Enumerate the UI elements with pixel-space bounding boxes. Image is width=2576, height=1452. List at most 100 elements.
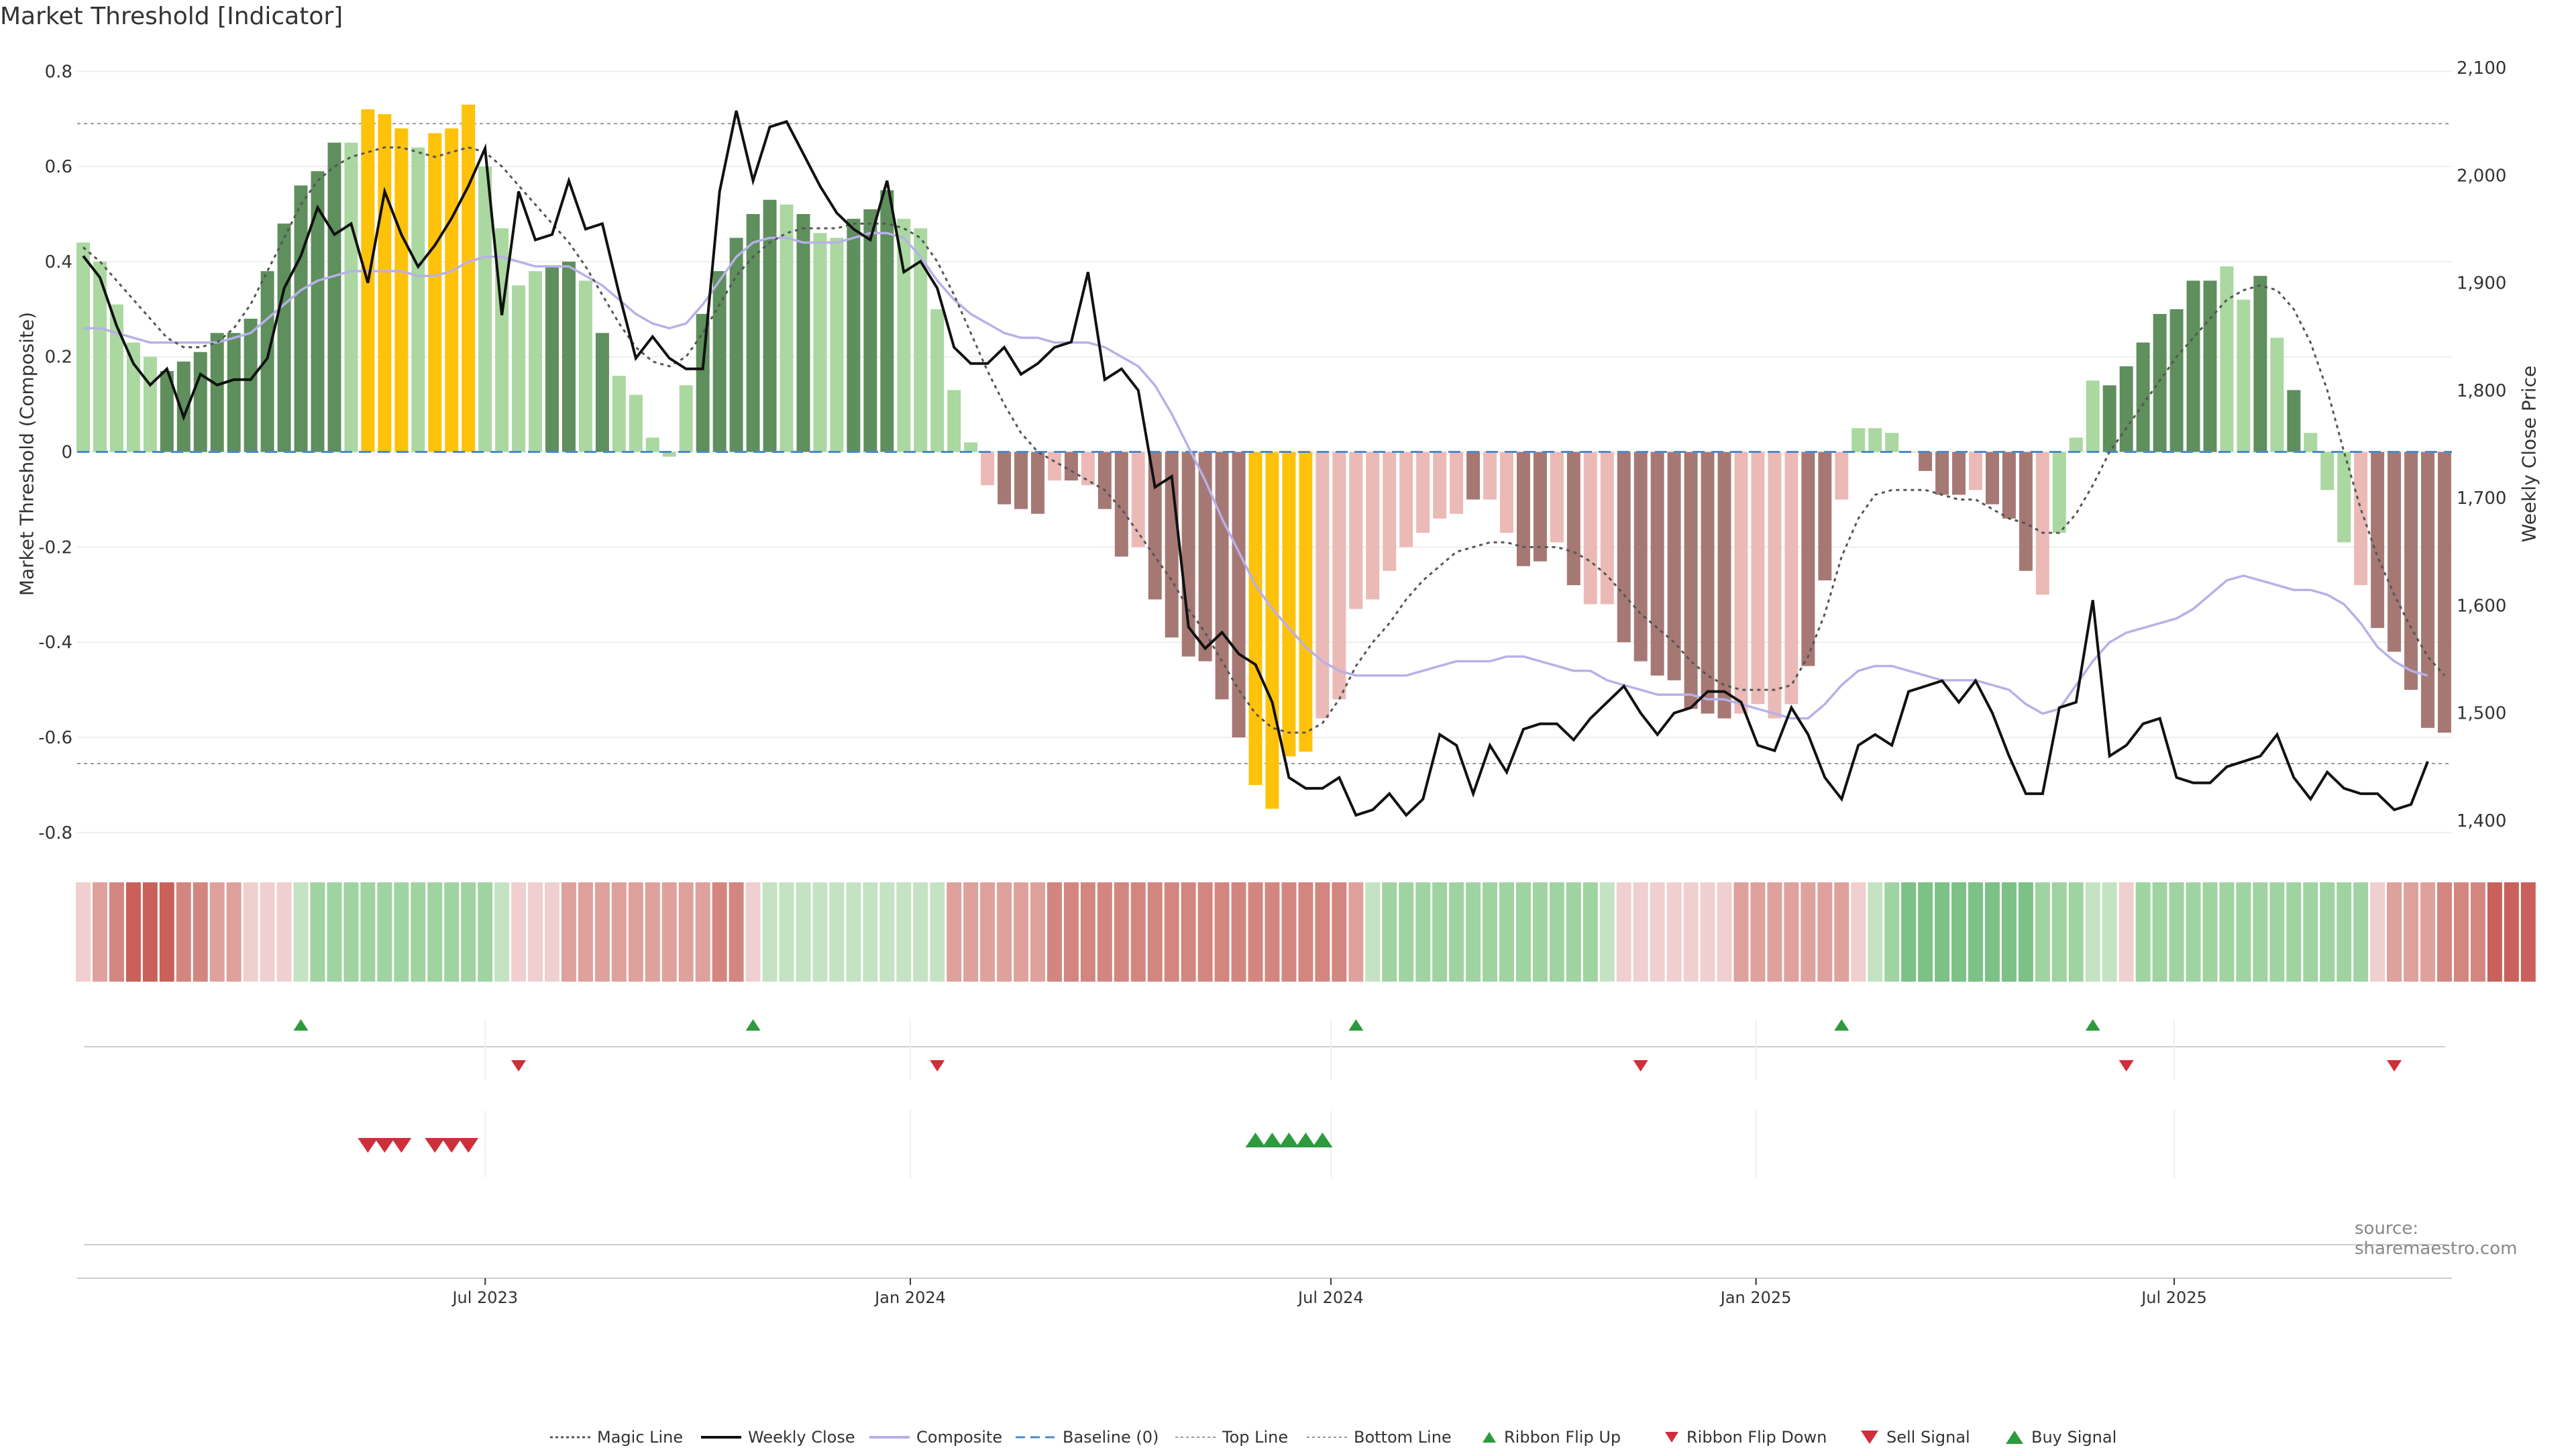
composite-bar xyxy=(512,285,526,452)
composite-bar xyxy=(1064,452,1078,481)
composite-bar xyxy=(1768,452,1782,719)
ribbon-cell xyxy=(2118,882,2134,982)
ribbon-cell xyxy=(1834,882,1849,982)
composite-bar xyxy=(428,133,442,452)
composite-bar xyxy=(863,209,877,452)
composite-bar xyxy=(2404,452,2418,690)
composite-bar xyxy=(578,280,592,452)
magic-line xyxy=(83,146,2446,734)
legend-item: Composite xyxy=(869,1428,1002,1447)
composite-bar xyxy=(1383,452,1397,571)
ribbon-cell xyxy=(276,882,292,982)
ribbon-cell xyxy=(310,882,325,982)
ribbon-cell xyxy=(1030,882,1045,982)
composite-bar xyxy=(1416,452,1430,533)
ribbon-cell xyxy=(980,882,996,982)
composite-bar xyxy=(1131,452,1145,548)
ribbon-cell xyxy=(2420,882,2436,982)
composite-line xyxy=(83,231,2428,720)
legend-item: Weekly Close xyxy=(701,1428,855,1447)
ribbon-cell xyxy=(193,882,208,982)
composite-bar xyxy=(2052,452,2066,533)
composite-bar xyxy=(1516,452,1530,566)
ribbon-cell xyxy=(377,882,392,982)
composite-bar xyxy=(445,128,459,452)
ribbon-cell xyxy=(1014,882,1028,982)
ribbon-flip-down-marker xyxy=(2387,1060,2402,1072)
composite-bar xyxy=(344,142,358,452)
ribbon-cell xyxy=(1784,882,1799,982)
ribbon-cell xyxy=(1733,882,1749,982)
y-tick-label: -0.2 xyxy=(38,537,72,558)
ribbon-cell xyxy=(2202,882,2218,982)
legend-label: Ribbon Flip Down xyxy=(1686,1428,1827,1447)
y-tick-label: 0 xyxy=(61,443,72,463)
composite-bar xyxy=(176,361,191,452)
composite-bar xyxy=(2320,452,2334,490)
composite-bar xyxy=(1148,452,1162,600)
composite-bar xyxy=(1952,452,1966,495)
composite-bar xyxy=(830,238,844,452)
ribbon-cell xyxy=(1817,882,1833,982)
ribbon-cell xyxy=(1415,882,1431,982)
ribbon-cell xyxy=(109,882,124,982)
ribbon-cell xyxy=(695,882,710,982)
composite-bar xyxy=(1633,452,1648,662)
composite-bar xyxy=(679,385,693,452)
composite-bar xyxy=(796,214,810,452)
ribbon-cell xyxy=(1901,882,1917,982)
composite-bar xyxy=(1935,452,1949,495)
ribbon-cell xyxy=(2269,882,2285,982)
ribbon-cell xyxy=(1130,882,1146,982)
composite-bar xyxy=(227,333,241,452)
ribbon-cell xyxy=(394,882,409,982)
composite-bar xyxy=(2237,299,2251,452)
composite-bar xyxy=(2287,390,2301,452)
ribbon-cell xyxy=(1432,882,1448,982)
legend-item: Magic Line xyxy=(550,1428,683,1447)
composite-bar xyxy=(2354,452,2368,586)
ribbon-cell xyxy=(511,882,527,982)
ribbon-cell xyxy=(645,882,660,982)
y-tick-label: 0.8 xyxy=(45,62,72,82)
x-tick-label: Jul 2024 xyxy=(1297,1288,1364,1307)
composite-bar xyxy=(2387,452,2402,652)
y-tick-label: -0.8 xyxy=(38,823,72,843)
ribbon-cell xyxy=(2487,882,2502,982)
ribbon-cell xyxy=(1616,882,1631,982)
composite-bar xyxy=(1097,452,1112,509)
composite-bar xyxy=(847,219,861,452)
ribbon-cell xyxy=(159,882,174,982)
ribbon-cell xyxy=(1750,882,1766,982)
composite-bar xyxy=(76,242,90,452)
composite-bar xyxy=(1784,452,1799,705)
ribbon-cell xyxy=(2135,882,2151,982)
ribbon-cell xyxy=(594,882,610,982)
composite-bar xyxy=(947,390,961,452)
composite-bar xyxy=(2253,276,2267,452)
composite-bar xyxy=(93,261,107,452)
y-right-tick-label: 1,400 xyxy=(2457,811,2506,831)
ribbon-cell xyxy=(2453,882,2469,982)
ribbon-cell xyxy=(1767,882,1782,982)
ribbon-cell xyxy=(1599,882,1615,982)
ribbon-cell xyxy=(1348,882,1364,982)
ribbon-cell xyxy=(1298,882,1313,982)
composite-bar xyxy=(1717,452,1731,719)
y-right-tick-label: 1,600 xyxy=(2457,596,2506,616)
ribbon-cell xyxy=(1080,882,1095,982)
composite-bar xyxy=(1885,433,1899,452)
ribbon-cell xyxy=(578,882,593,982)
composite-bar xyxy=(2153,313,2167,452)
composite-bar xyxy=(696,313,710,452)
composite-bar xyxy=(612,376,626,452)
legend-label: Sell Signal xyxy=(1886,1428,1970,1447)
composite-bar xyxy=(1483,452,1497,500)
composite-bar xyxy=(1114,452,1128,557)
ribbon-cell xyxy=(930,882,945,982)
sell-signal-marker xyxy=(374,1138,395,1153)
composite-bar xyxy=(1868,428,1882,452)
composite-bar xyxy=(1282,452,1296,757)
composite-bar xyxy=(260,271,274,452)
